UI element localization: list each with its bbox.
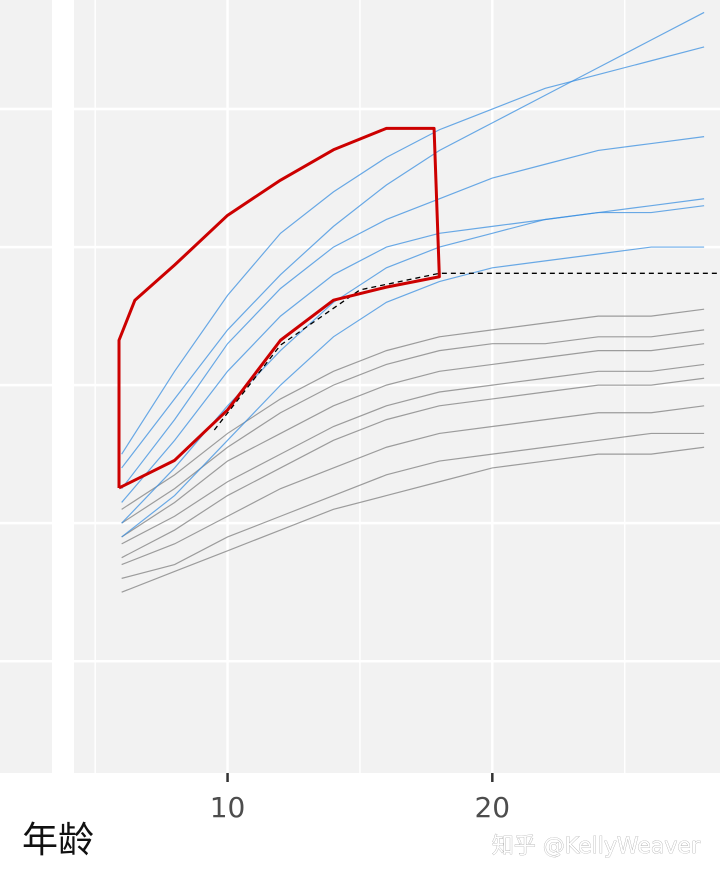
series-line <box>121 377 705 559</box>
series-line <box>121 432 705 579</box>
series-line <box>121 363 705 545</box>
x-tick-label: 20 <box>474 791 510 824</box>
left-panel <box>0 0 52 773</box>
lines <box>117 11 720 593</box>
x-axis-label: 年龄 <box>22 820 94 861</box>
series-line <box>121 308 705 510</box>
axis: 10 20 <box>210 773 510 824</box>
highlight-outline <box>117 126 441 490</box>
watermark: 知乎 @KellyWeaver <box>492 834 701 859</box>
series-line <box>121 446 705 593</box>
panel <box>74 0 720 773</box>
series-line <box>121 46 705 455</box>
reference-line <box>213 272 720 431</box>
series-line <box>121 405 705 566</box>
series-line <box>121 11 705 469</box>
series-line <box>121 205 705 503</box>
x-tick-label: 10 <box>210 791 246 824</box>
series-line <box>121 198 705 524</box>
series-line <box>121 329 705 524</box>
series-line <box>121 343 705 538</box>
grid <box>0 0 720 773</box>
series-line <box>121 136 705 490</box>
series-line <box>121 246 705 538</box>
